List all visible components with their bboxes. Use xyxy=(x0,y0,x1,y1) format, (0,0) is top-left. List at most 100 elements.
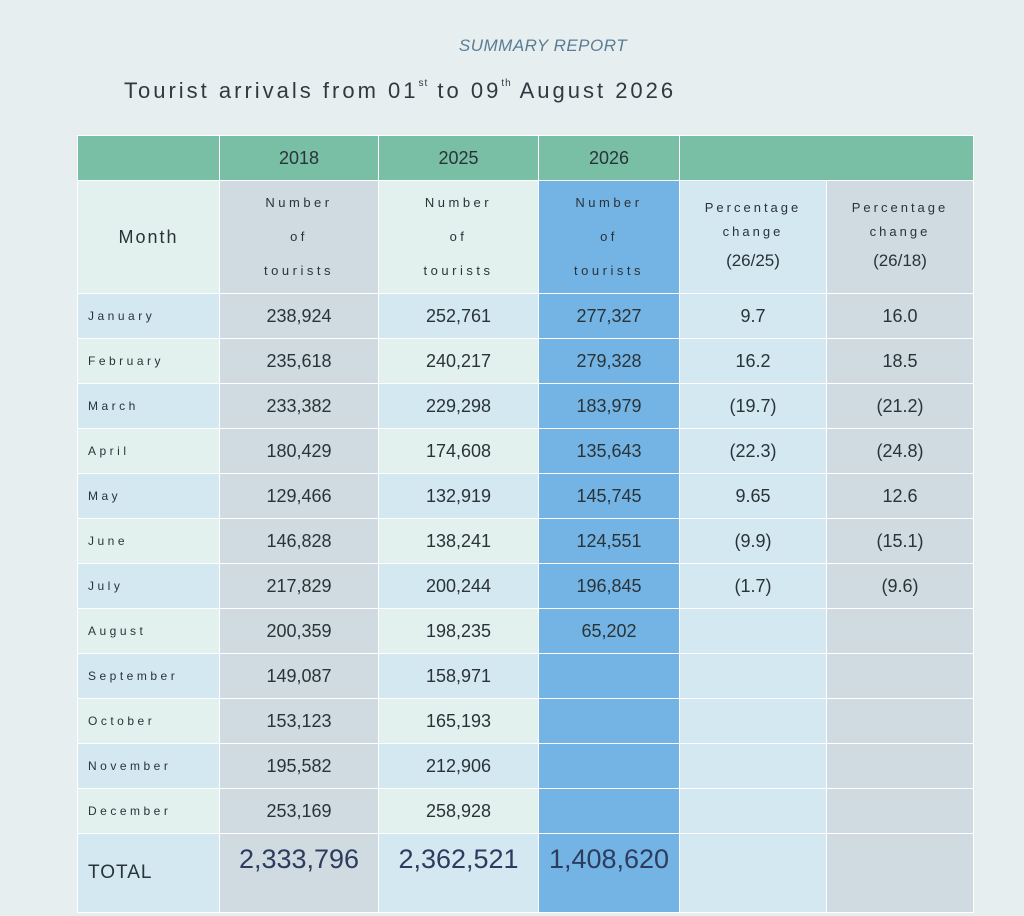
value-2025-cell: 212,906 xyxy=(378,743,539,789)
month-cell: April xyxy=(77,428,220,474)
table-row: October 153,123 165,193 xyxy=(77,698,974,744)
pct-26-18-cell: (21.2) xyxy=(826,383,974,429)
pct-26-18-cell: (9.6) xyxy=(826,563,974,609)
pct-group-header xyxy=(679,135,974,181)
table-row: June 146,828 138,241 124,551 (9.9) (15.1) xyxy=(77,518,974,564)
value-2018-cell: 146,828 xyxy=(219,518,379,564)
count-header-line3: tourists xyxy=(574,263,644,278)
count-header-line1: Number xyxy=(575,195,643,210)
pct-header-line2: change xyxy=(869,224,931,239)
total-row: TOTAL 2,333,796 2,362,521 1,408,620 xyxy=(77,833,974,913)
pct-26-25-cell: 9.65 xyxy=(679,473,827,519)
value-2025-cell: 198,235 xyxy=(378,608,539,654)
count-header-2018: Number of tourists xyxy=(219,180,379,294)
month-cell: May xyxy=(77,473,220,519)
pct-header-line3: (26/25) xyxy=(726,251,780,270)
pct-26-18-cell: 16.0 xyxy=(826,293,974,339)
pct-26-18-cell xyxy=(826,608,974,654)
value-2025-cell: 229,298 xyxy=(378,383,539,429)
count-header-line3: tourists xyxy=(264,263,334,278)
value-2026-cell xyxy=(538,698,680,744)
value-2018-cell: 149,087 xyxy=(219,653,379,699)
value-2026-cell: 183,979 xyxy=(538,383,680,429)
count-header-line2: of xyxy=(290,229,308,244)
month-cell: September xyxy=(77,653,220,699)
pct-header-26-18: Percentage change (26/18) xyxy=(826,180,974,294)
year-header-2026: 2026 xyxy=(538,135,680,181)
table-row: May 129,466 132,919 145,745 9.65 12.6 xyxy=(77,473,974,519)
month-column-header: Month xyxy=(77,180,220,294)
pct-26-25-cell xyxy=(679,653,827,699)
pct-26-18-cell xyxy=(826,743,974,789)
value-2025-cell: 174,608 xyxy=(378,428,539,474)
month-cell: March xyxy=(77,383,220,429)
value-2018-cell: 153,123 xyxy=(219,698,379,744)
pct-26-25-cell xyxy=(679,698,827,744)
table-row: September 149,087 158,971 xyxy=(77,653,974,699)
total-label: TOTAL xyxy=(77,833,220,913)
pct-header-line3: (26/18) xyxy=(873,251,927,270)
report-title: Tourist arrivals from 01st to 09th Augus… xyxy=(124,74,676,105)
month-cell: February xyxy=(77,338,220,384)
pct-26-25-cell: (1.7) xyxy=(679,563,827,609)
total-2025-cell: 2,362,521 xyxy=(378,833,539,913)
total-2026-cell: 1,408,620 xyxy=(538,833,680,913)
value-2026-cell: 124,551 xyxy=(538,518,680,564)
year-header-row: 2018 2025 2026 xyxy=(77,135,974,181)
value-2018-cell: 195,582 xyxy=(219,743,379,789)
value-2026-cell xyxy=(538,788,680,834)
pct-26-25-cell: 9.7 xyxy=(679,293,827,339)
value-2018-cell: 253,169 xyxy=(219,788,379,834)
tourist-arrivals-table: 2018 2025 2026 Month Number of tourists … xyxy=(77,135,974,913)
table-row: December 253,169 258,928 xyxy=(77,788,974,834)
year-header-2018: 2018 xyxy=(219,135,379,181)
value-2018-cell: 233,382 xyxy=(219,383,379,429)
value-2025-cell: 158,971 xyxy=(378,653,539,699)
value-2018-cell: 238,924 xyxy=(219,293,379,339)
pct-header-line1: Percentage xyxy=(851,200,949,215)
blank-header-cell xyxy=(77,135,220,181)
title-prefix: Tourist arrivals from 01 xyxy=(124,78,419,103)
pct-26-18-cell: 18.5 xyxy=(826,338,974,384)
pct-26-25-cell: (19.7) xyxy=(679,383,827,429)
value-2025-cell: 165,193 xyxy=(378,698,539,744)
value-2026-cell xyxy=(538,653,680,699)
pct-26-25-cell: (9.9) xyxy=(679,518,827,564)
total-2018-cell: 2,333,796 xyxy=(219,833,379,913)
pct-26-18-cell: (15.1) xyxy=(826,518,974,564)
month-cell: November xyxy=(77,743,220,789)
month-cell: July xyxy=(77,563,220,609)
pct-26-18-cell xyxy=(826,653,974,699)
value-2026-cell: 277,327 xyxy=(538,293,680,339)
value-2018-cell: 180,429 xyxy=(219,428,379,474)
table-row: August 200,359 198,235 65,202 xyxy=(77,608,974,654)
count-header-line2: of xyxy=(600,229,618,244)
value-2025-cell: 200,244 xyxy=(378,563,539,609)
month-cell: August xyxy=(77,608,220,654)
pct-26-25-cell: 16.2 xyxy=(679,338,827,384)
pct-26-18-cell xyxy=(826,788,974,834)
pct-26-25-cell xyxy=(679,608,827,654)
title-suffix: August 2026 xyxy=(511,78,677,103)
pct-26-18-cell xyxy=(826,698,974,744)
count-header-line1: Number xyxy=(424,195,493,210)
pct-26-18-cell: 12.6 xyxy=(826,473,974,519)
month-cell: December xyxy=(77,788,220,834)
title-mid: to 09 xyxy=(428,78,502,103)
pct-26-18-cell: (24.8) xyxy=(826,428,974,474)
value-2026-cell: 135,643 xyxy=(538,428,680,474)
pct-26-25-cell xyxy=(679,788,827,834)
pct-26-25-cell xyxy=(679,743,827,789)
month-cell: October xyxy=(77,698,220,744)
total-pct-26-18-cell xyxy=(826,833,974,913)
value-2018-cell: 217,829 xyxy=(219,563,379,609)
value-2018-cell: 129,466 xyxy=(219,473,379,519)
table-row: January 238,924 252,761 277,327 9.7 16.0 xyxy=(77,293,974,339)
value-2018-cell: 200,359 xyxy=(219,608,379,654)
value-2018-cell: 235,618 xyxy=(219,338,379,384)
table-row: November 195,582 212,906 xyxy=(77,743,974,789)
count-header-line3: tourists xyxy=(423,263,494,278)
pct-26-25-cell: (22.3) xyxy=(679,428,827,474)
value-2025-cell: 258,928 xyxy=(378,788,539,834)
title-sup-th: th xyxy=(501,78,512,89)
